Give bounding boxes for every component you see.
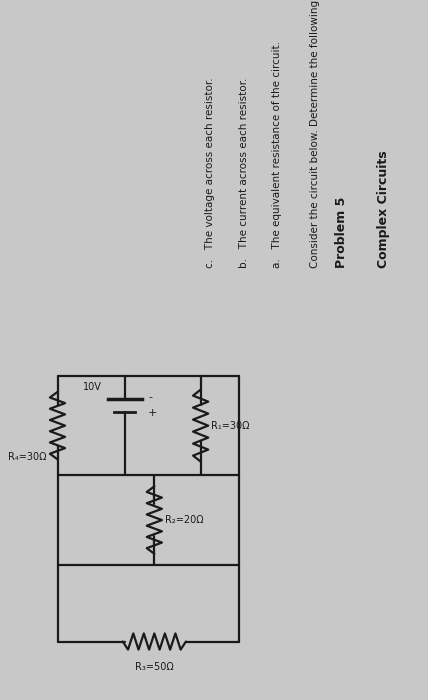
Text: c.   The voltage across each resistor.: c. The voltage across each resistor. xyxy=(205,78,215,268)
Text: R₂=20Ω: R₂=20Ω xyxy=(165,515,203,525)
Text: a.   The equivalent resistance of the circuit.: a. The equivalent resistance of the circ… xyxy=(272,41,282,268)
Text: b.   The current across each resistor.: b. The current across each resistor. xyxy=(238,78,249,268)
Text: +: + xyxy=(148,409,158,419)
Text: Consider the circuit below. Determine the following:: Consider the circuit below. Determine th… xyxy=(310,0,320,268)
Text: R₃=50Ω: R₃=50Ω xyxy=(135,662,174,672)
Text: R₄=30Ω: R₄=30Ω xyxy=(9,452,47,462)
Text: 10V: 10V xyxy=(83,382,102,393)
Text: Complex Circuits: Complex Circuits xyxy=(377,150,390,268)
Text: Problem 5: Problem 5 xyxy=(336,197,348,268)
Text: R₁=30Ω: R₁=30Ω xyxy=(211,421,250,430)
Text: -: - xyxy=(148,392,152,402)
